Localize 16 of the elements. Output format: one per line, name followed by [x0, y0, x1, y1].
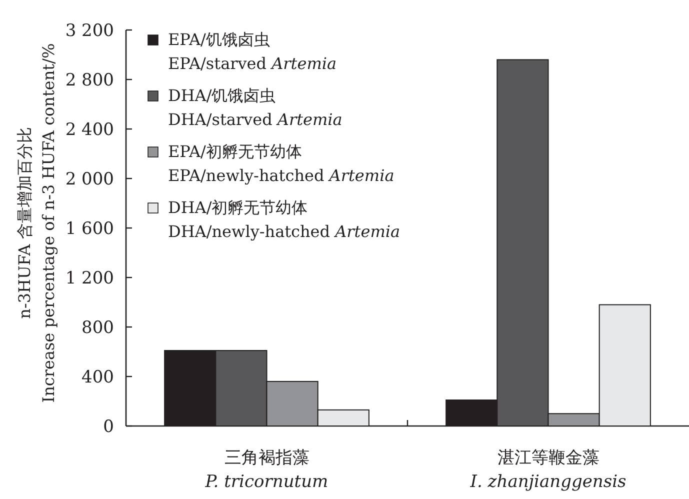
- y-tick-label: 1 600: [65, 219, 114, 239]
- y-tick-label: 0: [103, 417, 114, 437]
- y-tick-label: 2 000: [65, 170, 114, 190]
- x-tick-label: 三角褐指藻 P. tricornutum: [204, 448, 328, 492]
- legend-label: EPA/饥饿卤虫 EPA/starved Artemia: [168, 30, 337, 73]
- legend-label: EPA/初孵无节幼体 EPA/newly-hatched Artemia: [168, 142, 394, 185]
- y-tick-label: 3 200: [65, 21, 114, 41]
- y-axis-title: n-3HUFA 含量增加百分比 Increase percentage of n-3 HUFA content/%: [15, 43, 58, 403]
- y-tick-label: 800: [82, 318, 114, 338]
- x-tick-label: 湛江等鞭金藻 I. zhanjianggensis: [469, 448, 627, 492]
- legend-label: DHA/饥饿卤虫 DHA/starved Artemia: [168, 86, 342, 129]
- legend-label: DHA/初孵无节幼体 DHA/newly-hatched Artemia: [168, 198, 400, 241]
- y-tick-label: 400: [82, 368, 114, 388]
- y-tick-label: 1 200: [65, 268, 114, 288]
- y-tick-label: 2 400: [65, 120, 114, 140]
- y-tick-label: 2 800: [65, 70, 114, 90]
